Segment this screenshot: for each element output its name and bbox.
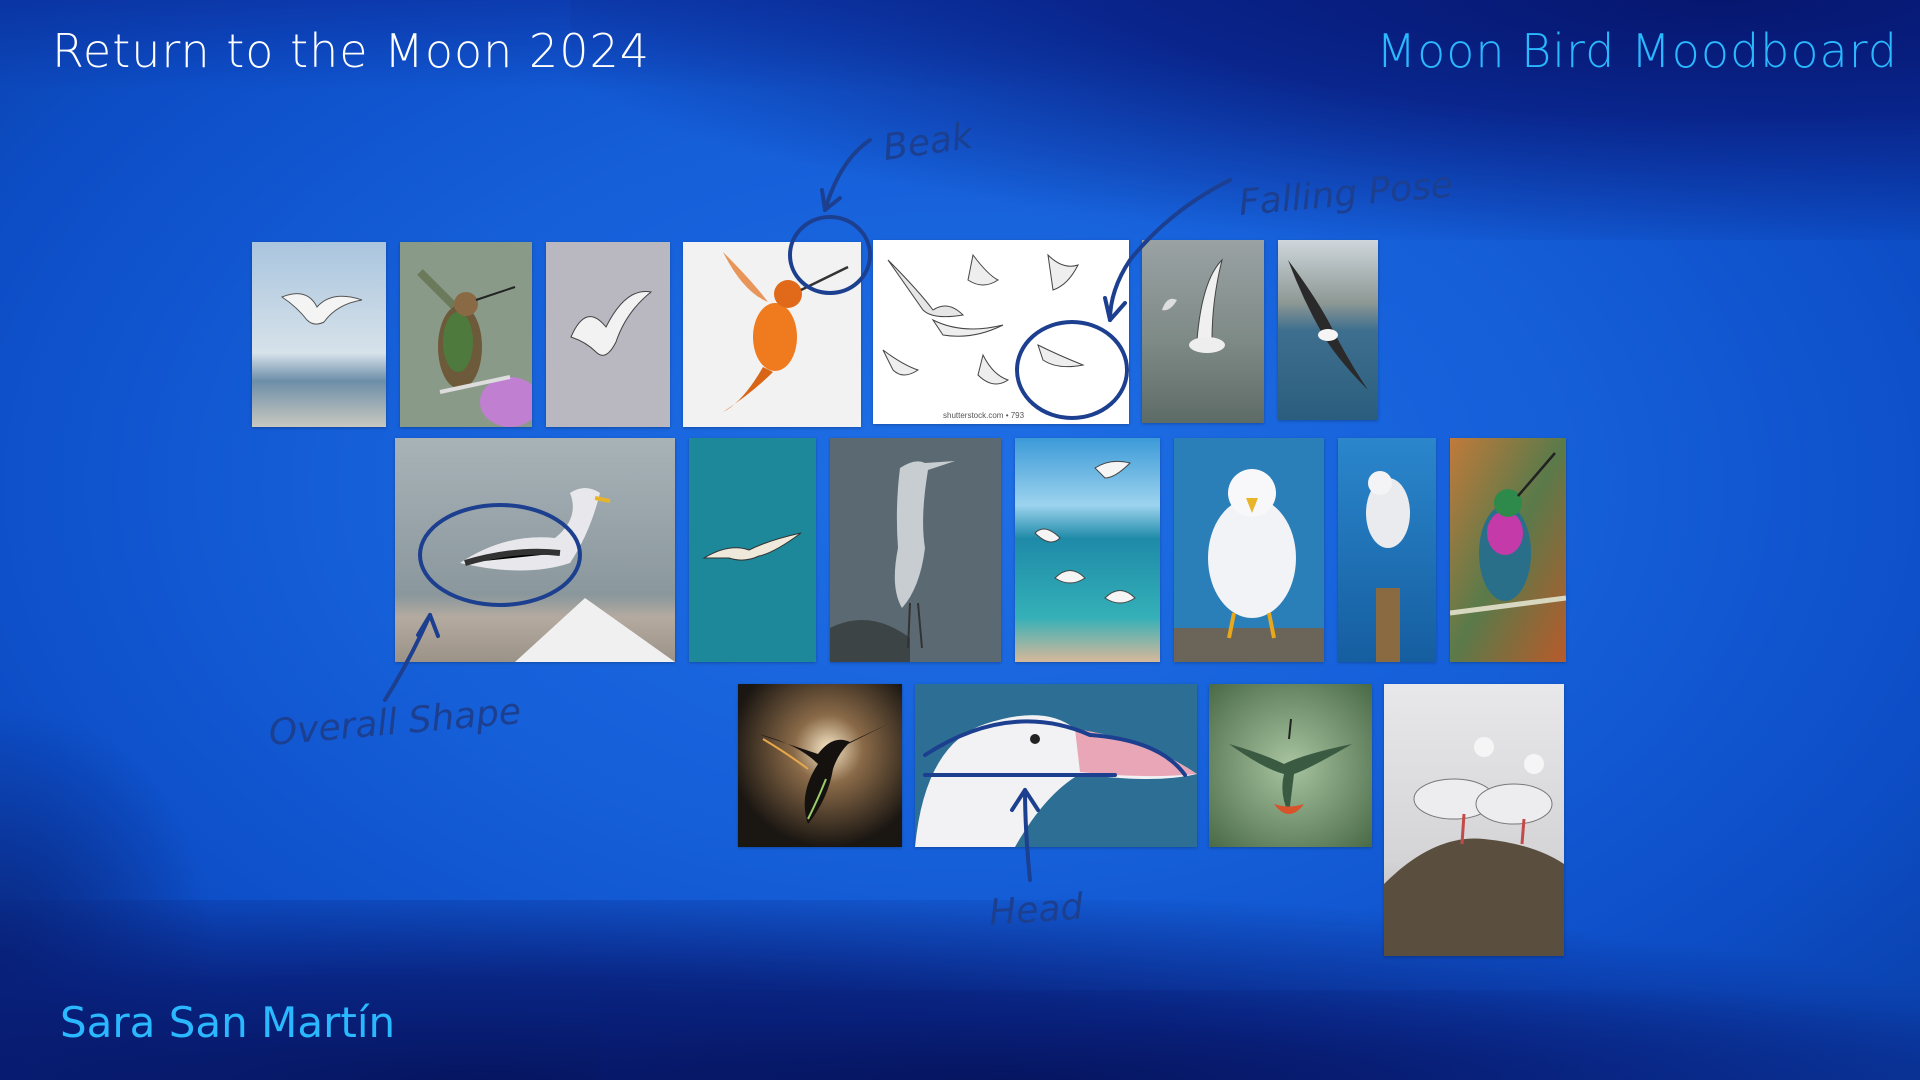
photo-herring-gull-standing[interactable] <box>395 438 675 662</box>
photo-grey-heron[interactable] <box>830 438 1001 662</box>
photo-seagull-front-view[interactable] <box>1174 438 1324 662</box>
photo-seagull-flying-sea[interactable] <box>252 242 386 427</box>
falling-pose-label: Falling Pose <box>1237 164 1454 224</box>
head-label: Head <box>988 886 1086 934</box>
photo-hummingbird-back-view[interactable] <box>1209 684 1372 847</box>
photo-gull-pose-sheet[interactable]: shutterstock.com • 793 <box>873 240 1129 424</box>
photo-albatross-skimming[interactable] <box>1278 240 1378 420</box>
author-name: Sara San Martín <box>60 998 396 1047</box>
photo-gull-landing-water[interactable] <box>1142 240 1264 423</box>
photo-gull-teal-sky[interactable] <box>689 438 816 662</box>
beak-label: Beak <box>881 116 978 169</box>
beak-arrow <box>823 138 872 212</box>
board-title: Moon Bird Moodboard <box>1376 24 1898 78</box>
brush-bottom-2 <box>600 990 1920 1080</box>
photo-rufous-hummingbird[interactable] <box>683 242 861 427</box>
photo-gull-wings-raised[interactable] <box>546 242 670 427</box>
photo-gulls-beach[interactable] <box>1015 438 1160 662</box>
project-title: Return to the Moon 2024 <box>52 24 650 78</box>
overall-shape-label: Overall Shape <box>267 691 522 754</box>
photo-hummingbird-silhouette[interactable] <box>738 684 902 847</box>
shutterstock-watermark: shutterstock.com • 793 <box>943 411 1025 420</box>
photo-iridescent-hummingbird[interactable] <box>1450 438 1566 662</box>
brush-bottom <box>0 900 1920 1080</box>
photo-two-gulls-rock[interactable] <box>1384 684 1564 956</box>
photo-gull-on-post[interactable] <box>1338 438 1436 662</box>
photo-albatross-head[interactable] <box>915 684 1197 847</box>
photo-hummingbird-perched[interactable] <box>400 242 532 427</box>
